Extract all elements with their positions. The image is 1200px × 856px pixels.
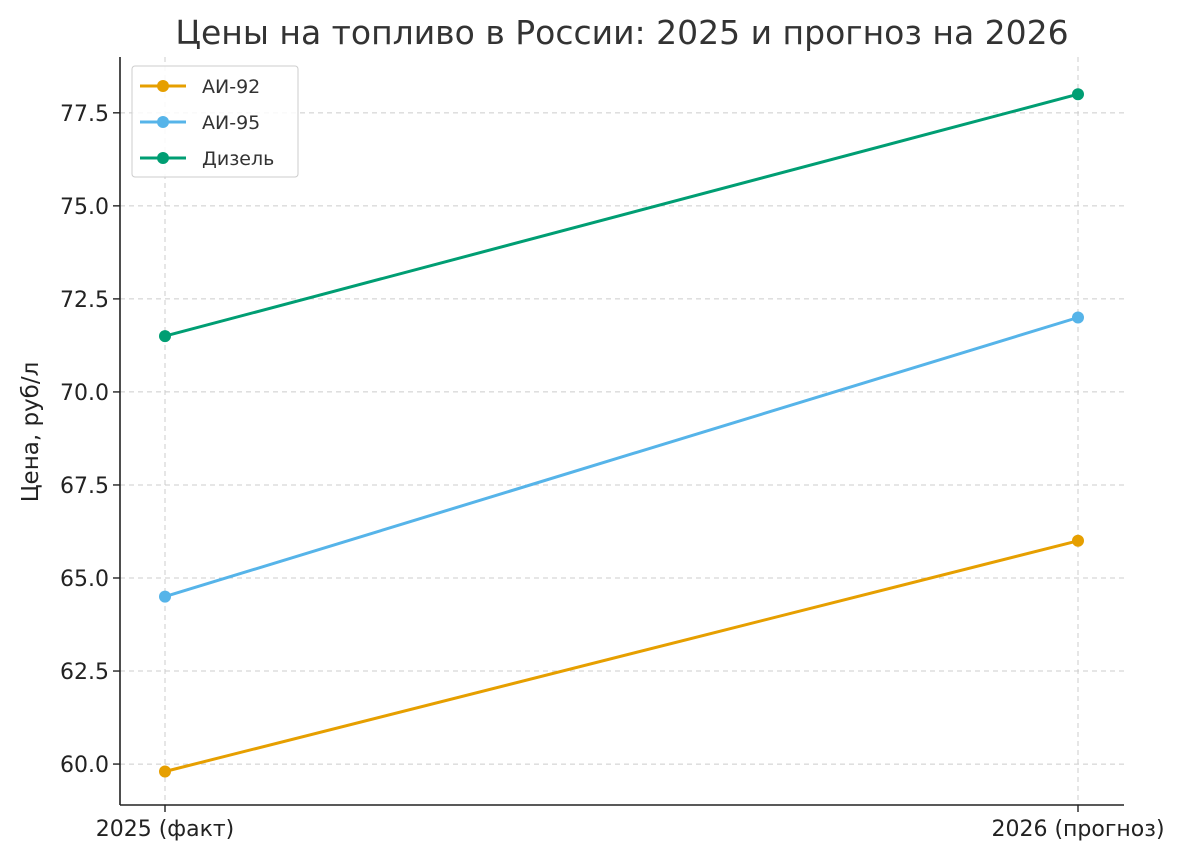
legend-marker [157,116,169,128]
x-tick-label: 2025 (факт) [96,817,235,842]
legend-marker [157,80,169,92]
y-tick-label: 62.5 [60,660,109,685]
series-line [164,539,1079,773]
legend-label: АИ-92 [202,76,260,98]
series-line [164,92,1079,338]
y-tick-label: 65.0 [60,567,109,592]
series-layer [159,88,1084,778]
y-tick-label: 77.5 [60,102,109,127]
data-point [159,590,171,603]
y-tick-label: 70.0 [60,381,109,406]
legend-box [131,65,299,178]
y-tick-label: 72.5 [60,288,109,313]
legend-label: АИ-95 [202,112,260,134]
legend: АИ-92 АИ-95 Дизель [131,65,299,178]
legend-items: АИ-92 АИ-95 Дизель [140,76,274,170]
y-tick-label: 67.5 [60,474,109,499]
series-line [164,316,1079,599]
y-axis-label: Цена, руб/л [18,362,44,503]
chart-title: Цены на топливо в России: 2025 и прогноз… [175,13,1068,52]
y-tick-label: 75.0 [60,195,109,220]
grid-layer [120,57,1124,805]
data-point [1072,88,1084,101]
data-point [159,330,171,343]
data-point [1072,534,1084,547]
data-point [1072,311,1084,324]
data-point [159,765,171,778]
x-tick-label: 2026 (прогноз) [991,817,1164,842]
legend-marker [157,152,169,164]
ticks-layer: 60.0 62.5 65.0 67.5 70.0 72.5 75.0 77.5 2025 (фа… [60,102,1165,842]
legend-label: Дизель [202,148,274,170]
y-tick-label: 60.0 [60,753,109,778]
